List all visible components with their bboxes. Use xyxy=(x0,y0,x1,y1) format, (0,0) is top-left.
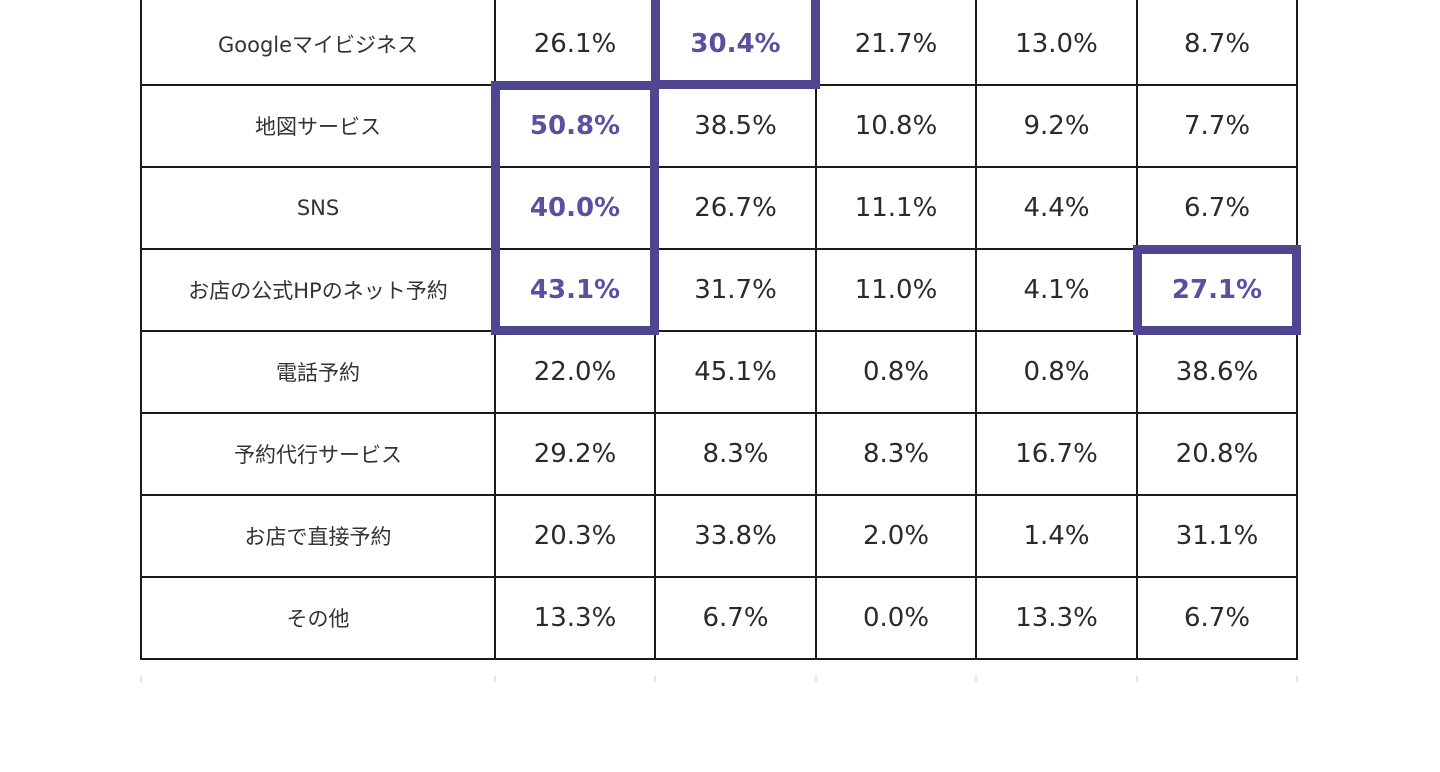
table-row: 電話予約 22.0% 45.1% 0.8% 0.8% 38.6% xyxy=(140,330,1298,414)
table-row: お店の公式HPのネット予約 43.1% 31.7% 11.0% 4.1% 27.1% xyxy=(140,248,1298,332)
tick-mark xyxy=(815,676,817,682)
value-cell: 16.7% xyxy=(975,412,1138,496)
tick-mark xyxy=(654,676,656,682)
row-label: 地図サービス xyxy=(140,84,496,168)
value-cell: 8.3% xyxy=(815,412,977,496)
value-cell: 33.8% xyxy=(654,494,817,578)
value-cell: 31.7% xyxy=(654,248,817,332)
value-cell: 0.0% xyxy=(815,576,977,660)
table-row: その他 13.3% 6.7% 0.0% 13.3% 6.7% xyxy=(140,576,1298,660)
value-cell: 13.3% xyxy=(975,576,1138,660)
value-cell: 21.7% xyxy=(815,0,977,86)
value-cell: 20.3% xyxy=(494,494,656,578)
value-cell: 8.7% xyxy=(1136,0,1298,86)
row-label: 予約代行サービス xyxy=(140,412,496,496)
value-cell: 6.7% xyxy=(1136,166,1298,250)
value-cell: 11.1% xyxy=(815,166,977,250)
value-cell: 2.0% xyxy=(815,494,977,578)
table-row: SNS 40.0% 26.7% 11.1% 4.4% 6.7% xyxy=(140,166,1298,250)
value-cell: 13.0% xyxy=(975,0,1138,86)
tick-mark xyxy=(494,676,496,682)
value-cell: 6.7% xyxy=(654,576,817,660)
value-cell: 26.7% xyxy=(654,166,817,250)
results-table: Googleマイビジネス 26.1% 30.4% 21.7% 13.0% 8.7% 地図サー… xyxy=(140,0,1298,660)
value-cell: 0.8% xyxy=(975,330,1138,414)
results-table-container: Googleマイビジネス 26.1% 30.4% 21.7% 13.0% 8.7% 地図サー… xyxy=(140,0,1298,660)
value-cell: 4.1% xyxy=(975,248,1138,332)
tick-mark xyxy=(975,676,977,682)
value-cell: 27.1% xyxy=(1136,248,1298,332)
value-cell: 26.1% xyxy=(494,0,656,86)
table-row: お店で直接予約 20.3% 33.8% 2.0% 1.4% 31.1% xyxy=(140,494,1298,578)
row-label: Googleマイビジネス xyxy=(140,0,496,86)
value-cell: 31.1% xyxy=(1136,494,1298,578)
value-cell: 11.0% xyxy=(815,248,977,332)
value-cell: 45.1% xyxy=(654,330,817,414)
value-cell: 43.1% xyxy=(494,248,656,332)
value-cell: 38.6% xyxy=(1136,330,1298,414)
table-row: 予約代行サービス 29.2% 8.3% 8.3% 16.7% 20.8% xyxy=(140,412,1298,496)
row-label: お店の公式HPのネット予約 xyxy=(140,248,496,332)
value-cell: 30.4% xyxy=(654,0,817,86)
tick-mark xyxy=(1296,676,1298,682)
value-cell: 29.2% xyxy=(494,412,656,496)
row-label: SNS xyxy=(140,166,496,250)
value-cell: 4.4% xyxy=(975,166,1138,250)
row-label: 電話予約 xyxy=(140,330,496,414)
value-cell: 40.0% xyxy=(494,166,656,250)
value-cell: 0.8% xyxy=(815,330,977,414)
value-cell: 13.3% xyxy=(494,576,656,660)
value-cell: 20.8% xyxy=(1136,412,1298,496)
value-cell: 8.3% xyxy=(654,412,817,496)
table-row: 地図サービス 50.8% 38.5% 10.8% 9.2% 7.7% xyxy=(140,84,1298,168)
value-cell: 10.8% xyxy=(815,84,977,168)
tick-mark xyxy=(140,676,142,682)
tick-mark xyxy=(1136,676,1138,682)
value-cell: 38.5% xyxy=(654,84,817,168)
row-label: お店で直接予約 xyxy=(140,494,496,578)
row-label: その他 xyxy=(140,576,496,660)
value-cell: 6.7% xyxy=(1136,576,1298,660)
value-cell: 50.8% xyxy=(494,84,656,168)
value-cell: 1.4% xyxy=(975,494,1138,578)
table-row: Googleマイビジネス 26.1% 30.4% 21.7% 13.0% 8.7% xyxy=(140,0,1298,86)
value-cell: 9.2% xyxy=(975,84,1138,168)
value-cell: 7.7% xyxy=(1136,84,1298,168)
value-cell: 22.0% xyxy=(494,330,656,414)
